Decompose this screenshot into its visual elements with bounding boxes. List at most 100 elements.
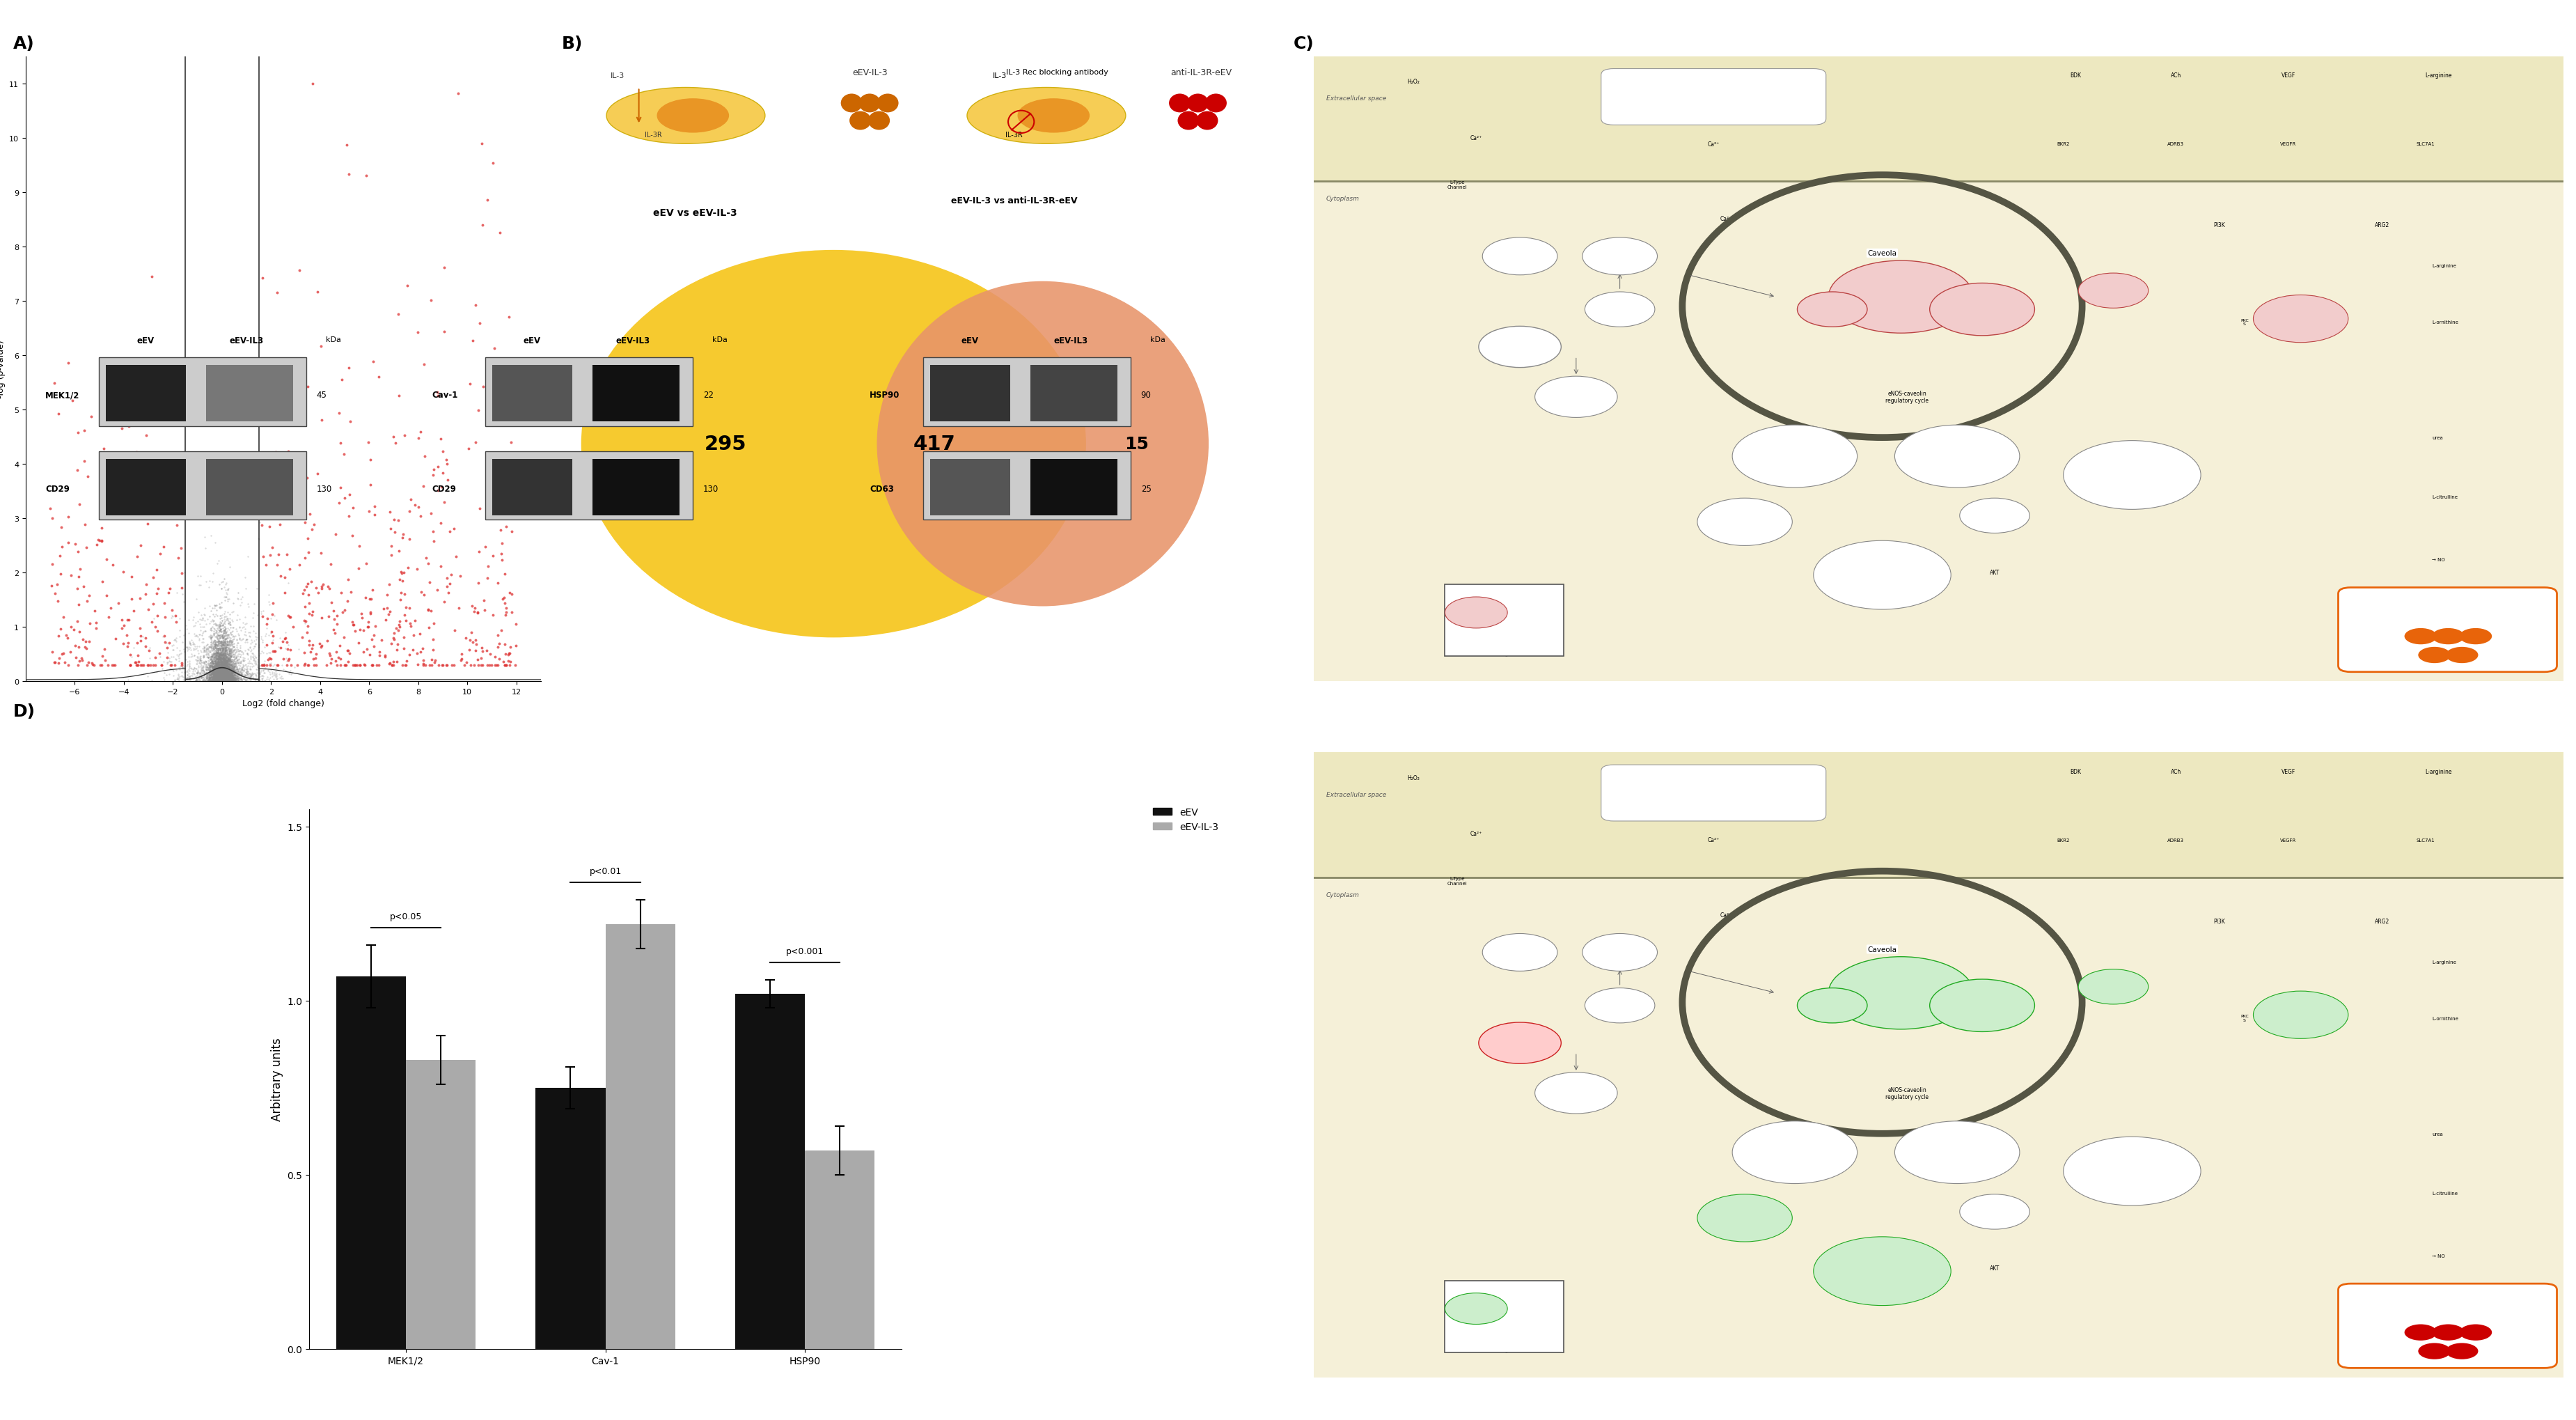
Point [204, 662, 245, 684]
Point [201, 666, 242, 689]
Point [196, 629, 237, 652]
Point [206, 662, 247, 684]
Point [188, 665, 229, 687]
Circle shape [1829, 261, 1973, 334]
Point [216, 640, 258, 663]
Point [162, 656, 204, 679]
Point [198, 655, 240, 677]
Point [211, 657, 252, 680]
Point [180, 639, 222, 662]
Point [204, 665, 245, 687]
Point [36, 574, 77, 596]
Point [227, 669, 268, 692]
Point [201, 643, 242, 666]
Point [211, 663, 252, 686]
Point [201, 640, 242, 663]
Point [204, 665, 245, 687]
Point [384, 655, 425, 677]
Point [198, 666, 240, 689]
Point [204, 662, 245, 684]
Point [196, 666, 237, 689]
Point [93, 655, 134, 677]
Point [196, 653, 237, 676]
Point [198, 629, 240, 652]
Point [214, 666, 255, 689]
Point [198, 659, 240, 682]
Point [211, 665, 252, 687]
Point [198, 663, 240, 686]
Point [211, 667, 252, 690]
Point [193, 669, 234, 692]
Point [309, 554, 350, 577]
Point [211, 662, 252, 684]
Point [206, 663, 247, 686]
Point [198, 646, 240, 669]
Point [206, 659, 247, 682]
Point [286, 511, 327, 534]
Point [198, 662, 240, 684]
Point [206, 670, 247, 693]
Point [183, 656, 224, 679]
Point [196, 642, 237, 665]
Point [191, 633, 232, 656]
Bar [922, 452, 1131, 520]
Point [204, 663, 245, 686]
Point [234, 645, 276, 667]
Point [204, 662, 245, 684]
Point [196, 667, 237, 690]
Point [227, 643, 268, 666]
Point [270, 558, 312, 581]
Point [234, 636, 276, 659]
Point [196, 656, 237, 679]
Point [198, 667, 240, 690]
Point [209, 662, 250, 684]
Point [196, 657, 237, 680]
Point [196, 670, 237, 693]
Point [198, 666, 240, 689]
Point [319, 493, 361, 515]
Point [222, 612, 263, 635]
Point [206, 666, 247, 689]
Point [206, 657, 247, 680]
Point [188, 663, 229, 686]
Point [191, 670, 232, 693]
Point [198, 639, 240, 662]
Point [451, 595, 492, 618]
Point [209, 663, 250, 686]
Point [188, 659, 229, 682]
Point [204, 648, 245, 670]
Point [209, 588, 250, 611]
Point [206, 667, 247, 690]
Point [183, 609, 224, 632]
Point [196, 636, 237, 659]
Point [204, 665, 245, 687]
Point [291, 638, 332, 660]
Point [317, 646, 358, 669]
Point [389, 528, 430, 551]
Point [216, 657, 258, 680]
Point [198, 670, 240, 693]
Point [196, 662, 237, 684]
Point [198, 657, 240, 680]
Point [206, 663, 247, 686]
Point [191, 669, 232, 692]
Point [193, 662, 234, 684]
Point [204, 659, 245, 682]
Point [196, 663, 237, 686]
Point [201, 628, 242, 650]
Point [198, 662, 240, 684]
Point [201, 662, 242, 684]
Point [191, 648, 232, 670]
Point [93, 554, 134, 577]
Point [214, 643, 255, 666]
Point [201, 665, 242, 687]
Point [198, 660, 240, 683]
Point [206, 665, 247, 687]
Point [201, 650, 242, 673]
Point [201, 667, 242, 690]
Point [198, 643, 240, 666]
Point [219, 616, 260, 639]
Point [214, 663, 255, 686]
Point [183, 659, 224, 682]
Point [180, 670, 222, 693]
